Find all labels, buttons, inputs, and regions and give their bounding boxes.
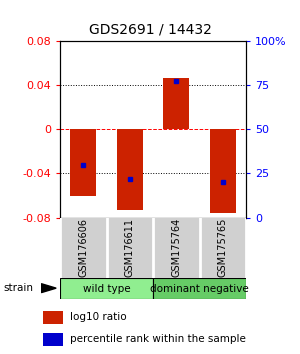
Text: wild type: wild type [83,284,130,293]
Text: GSM175764: GSM175764 [171,218,181,278]
Bar [164,78,189,129]
Bar [117,129,142,210]
Text: strain: strain [3,283,33,293]
Text: GSM176606: GSM176606 [78,218,88,277]
Text: GSM175765: GSM175765 [218,218,228,278]
Bar [44,311,63,324]
Bar [44,333,63,346]
Bar [210,129,236,213]
Text: log10 ratio: log10 ratio [70,312,127,322]
Polygon shape [41,284,56,293]
Bar [60,278,153,299]
Text: GDS2691 / 14432: GDS2691 / 14432 [88,22,212,36]
Text: percentile rank within the sample: percentile rank within the sample [70,335,246,344]
Bar [153,278,246,299]
Text: GSM176611: GSM176611 [125,218,135,277]
Bar [70,129,96,195]
Text: dominant negative: dominant negative [150,284,249,293]
